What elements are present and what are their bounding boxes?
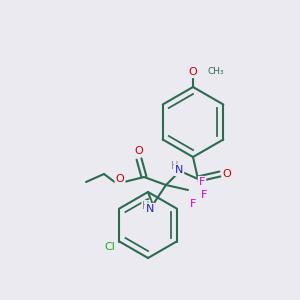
Text: O: O (223, 169, 231, 179)
Text: O: O (116, 174, 124, 184)
Text: F: F (201, 190, 207, 200)
Text: N: N (146, 204, 154, 214)
Text: O: O (135, 146, 143, 156)
Text: N: N (175, 165, 183, 175)
Text: H: H (171, 161, 179, 171)
Text: H: H (142, 201, 150, 211)
Text: O: O (189, 67, 197, 77)
Text: F: F (199, 177, 205, 187)
Text: F: F (190, 199, 196, 209)
Text: CH₃: CH₃ (207, 68, 224, 76)
Text: Cl: Cl (104, 242, 115, 251)
